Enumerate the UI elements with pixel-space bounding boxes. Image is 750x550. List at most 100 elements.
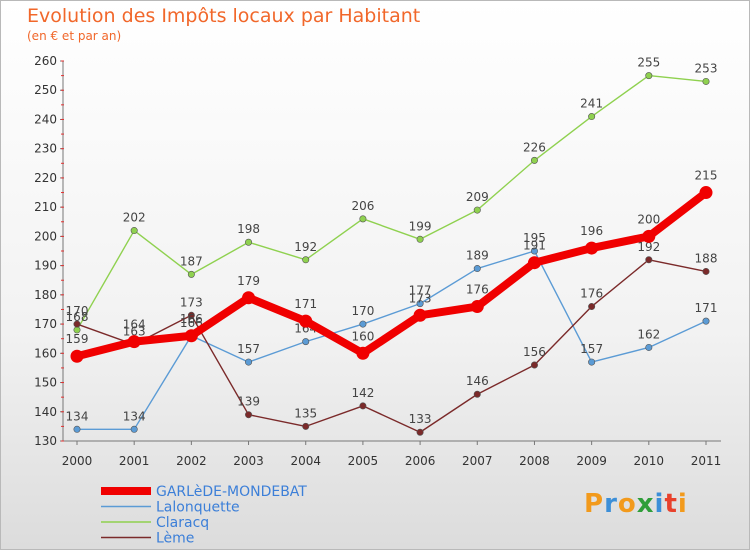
data-point (699, 186, 713, 200)
data-point (588, 303, 596, 311)
data-point (73, 320, 81, 328)
data-label: 192 (294, 240, 317, 254)
data-point (302, 256, 310, 264)
data-point (187, 270, 195, 278)
y-tick-label: 260 (34, 54, 57, 68)
data-label: 157 (237, 342, 260, 356)
data-label: 146 (466, 374, 489, 388)
data-point (470, 300, 484, 314)
data-point (359, 402, 367, 410)
legend-label: Lème (156, 531, 194, 547)
series-line-garl-de-mondebat (73, 188, 710, 361)
data-point (73, 425, 81, 433)
x-tick-label: 2005 (348, 454, 379, 468)
data-label: 179 (237, 274, 260, 288)
x-tick-label: 2003 (233, 454, 264, 468)
x-tick-label: 2000 (62, 454, 93, 468)
logo-letter: x (636, 489, 655, 519)
y-tick-label: 140 (34, 405, 57, 419)
data-point (245, 358, 253, 366)
y-tick-label: 230 (34, 142, 57, 156)
data-label: 198 (237, 222, 260, 236)
series-line-l-me (76, 259, 707, 433)
data-label: 199 (409, 219, 432, 233)
data-label: 176 (580, 287, 603, 301)
data-label: 163 (123, 325, 146, 339)
series-line-claracq (76, 74, 707, 331)
proxiti-logo: Proxiti (584, 489, 688, 519)
data-point (413, 308, 427, 322)
data-label: 173 (409, 291, 432, 305)
data-point (588, 113, 596, 121)
data-label: 159 (66, 332, 89, 346)
data-label: 253 (695, 61, 718, 75)
data-point (130, 425, 138, 433)
data-label: 170 (66, 304, 89, 318)
data-label: 176 (466, 283, 489, 297)
y-tick-label: 130 (34, 434, 57, 448)
data-point (245, 238, 253, 246)
x-tick-label: 2006 (405, 454, 436, 468)
data-label: 215 (695, 169, 718, 183)
data-point (702, 267, 710, 275)
y-tick-label: 170 (34, 317, 57, 331)
data-point (356, 346, 370, 360)
data-point (702, 317, 710, 325)
logo-letter: i (654, 489, 665, 519)
data-point (530, 361, 538, 369)
data-label: 191 (523, 239, 546, 253)
data-point (527, 256, 541, 270)
data-label: 202 (123, 211, 146, 225)
data-point (302, 338, 310, 346)
data-label: 134 (123, 409, 146, 423)
data-point (70, 349, 84, 363)
data-label: 139 (237, 395, 260, 409)
data-point (245, 411, 253, 419)
y-tick-label: 220 (34, 171, 57, 185)
data-label: 200 (637, 212, 660, 226)
data-label: 177 (409, 284, 432, 298)
data-label: 189 (466, 249, 489, 263)
data-point (416, 428, 424, 436)
legend-label: Claracq (156, 515, 209, 531)
series-line-lalonquette (76, 250, 707, 431)
data-point (127, 335, 141, 349)
data-label: 206 (351, 199, 374, 213)
data-point (702, 77, 710, 85)
data-label: 164 (123, 318, 146, 332)
x-tick-label: 2009 (576, 454, 607, 468)
data-label: 195 (523, 231, 546, 245)
data-point (359, 215, 367, 223)
data-label: 196 (580, 224, 603, 238)
data-point (530, 247, 538, 255)
data-label: 241 (580, 97, 603, 111)
logo-letter: P (584, 489, 605, 519)
logo-letter: o (617, 489, 637, 519)
y-tick-label: 150 (34, 376, 57, 390)
data-point (588, 358, 596, 366)
data-label: 133 (409, 412, 432, 426)
data-label: 160 (351, 329, 374, 343)
data-label: 168 (66, 310, 89, 324)
data-point (585, 241, 599, 255)
data-label: 192 (637, 240, 660, 254)
y-tick-label: 160 (34, 346, 57, 360)
data-point (187, 311, 195, 319)
data-point (473, 206, 481, 214)
data-label: 187 (180, 254, 203, 268)
data-point (359, 320, 367, 328)
data-label: 162 (637, 327, 660, 341)
x-tick-label: 2008 (519, 454, 550, 468)
data-point (302, 422, 310, 430)
logo-letter: i (677, 489, 688, 519)
data-label: 188 (695, 251, 718, 265)
data-point (645, 256, 653, 264)
data-label: 255 (637, 56, 660, 70)
y-tick-label: 250 (34, 83, 57, 97)
data-label: 156 (523, 345, 546, 359)
data-label: 171 (695, 301, 718, 315)
logo-letter: t (664, 489, 678, 519)
logo-letter: r (604, 489, 618, 519)
